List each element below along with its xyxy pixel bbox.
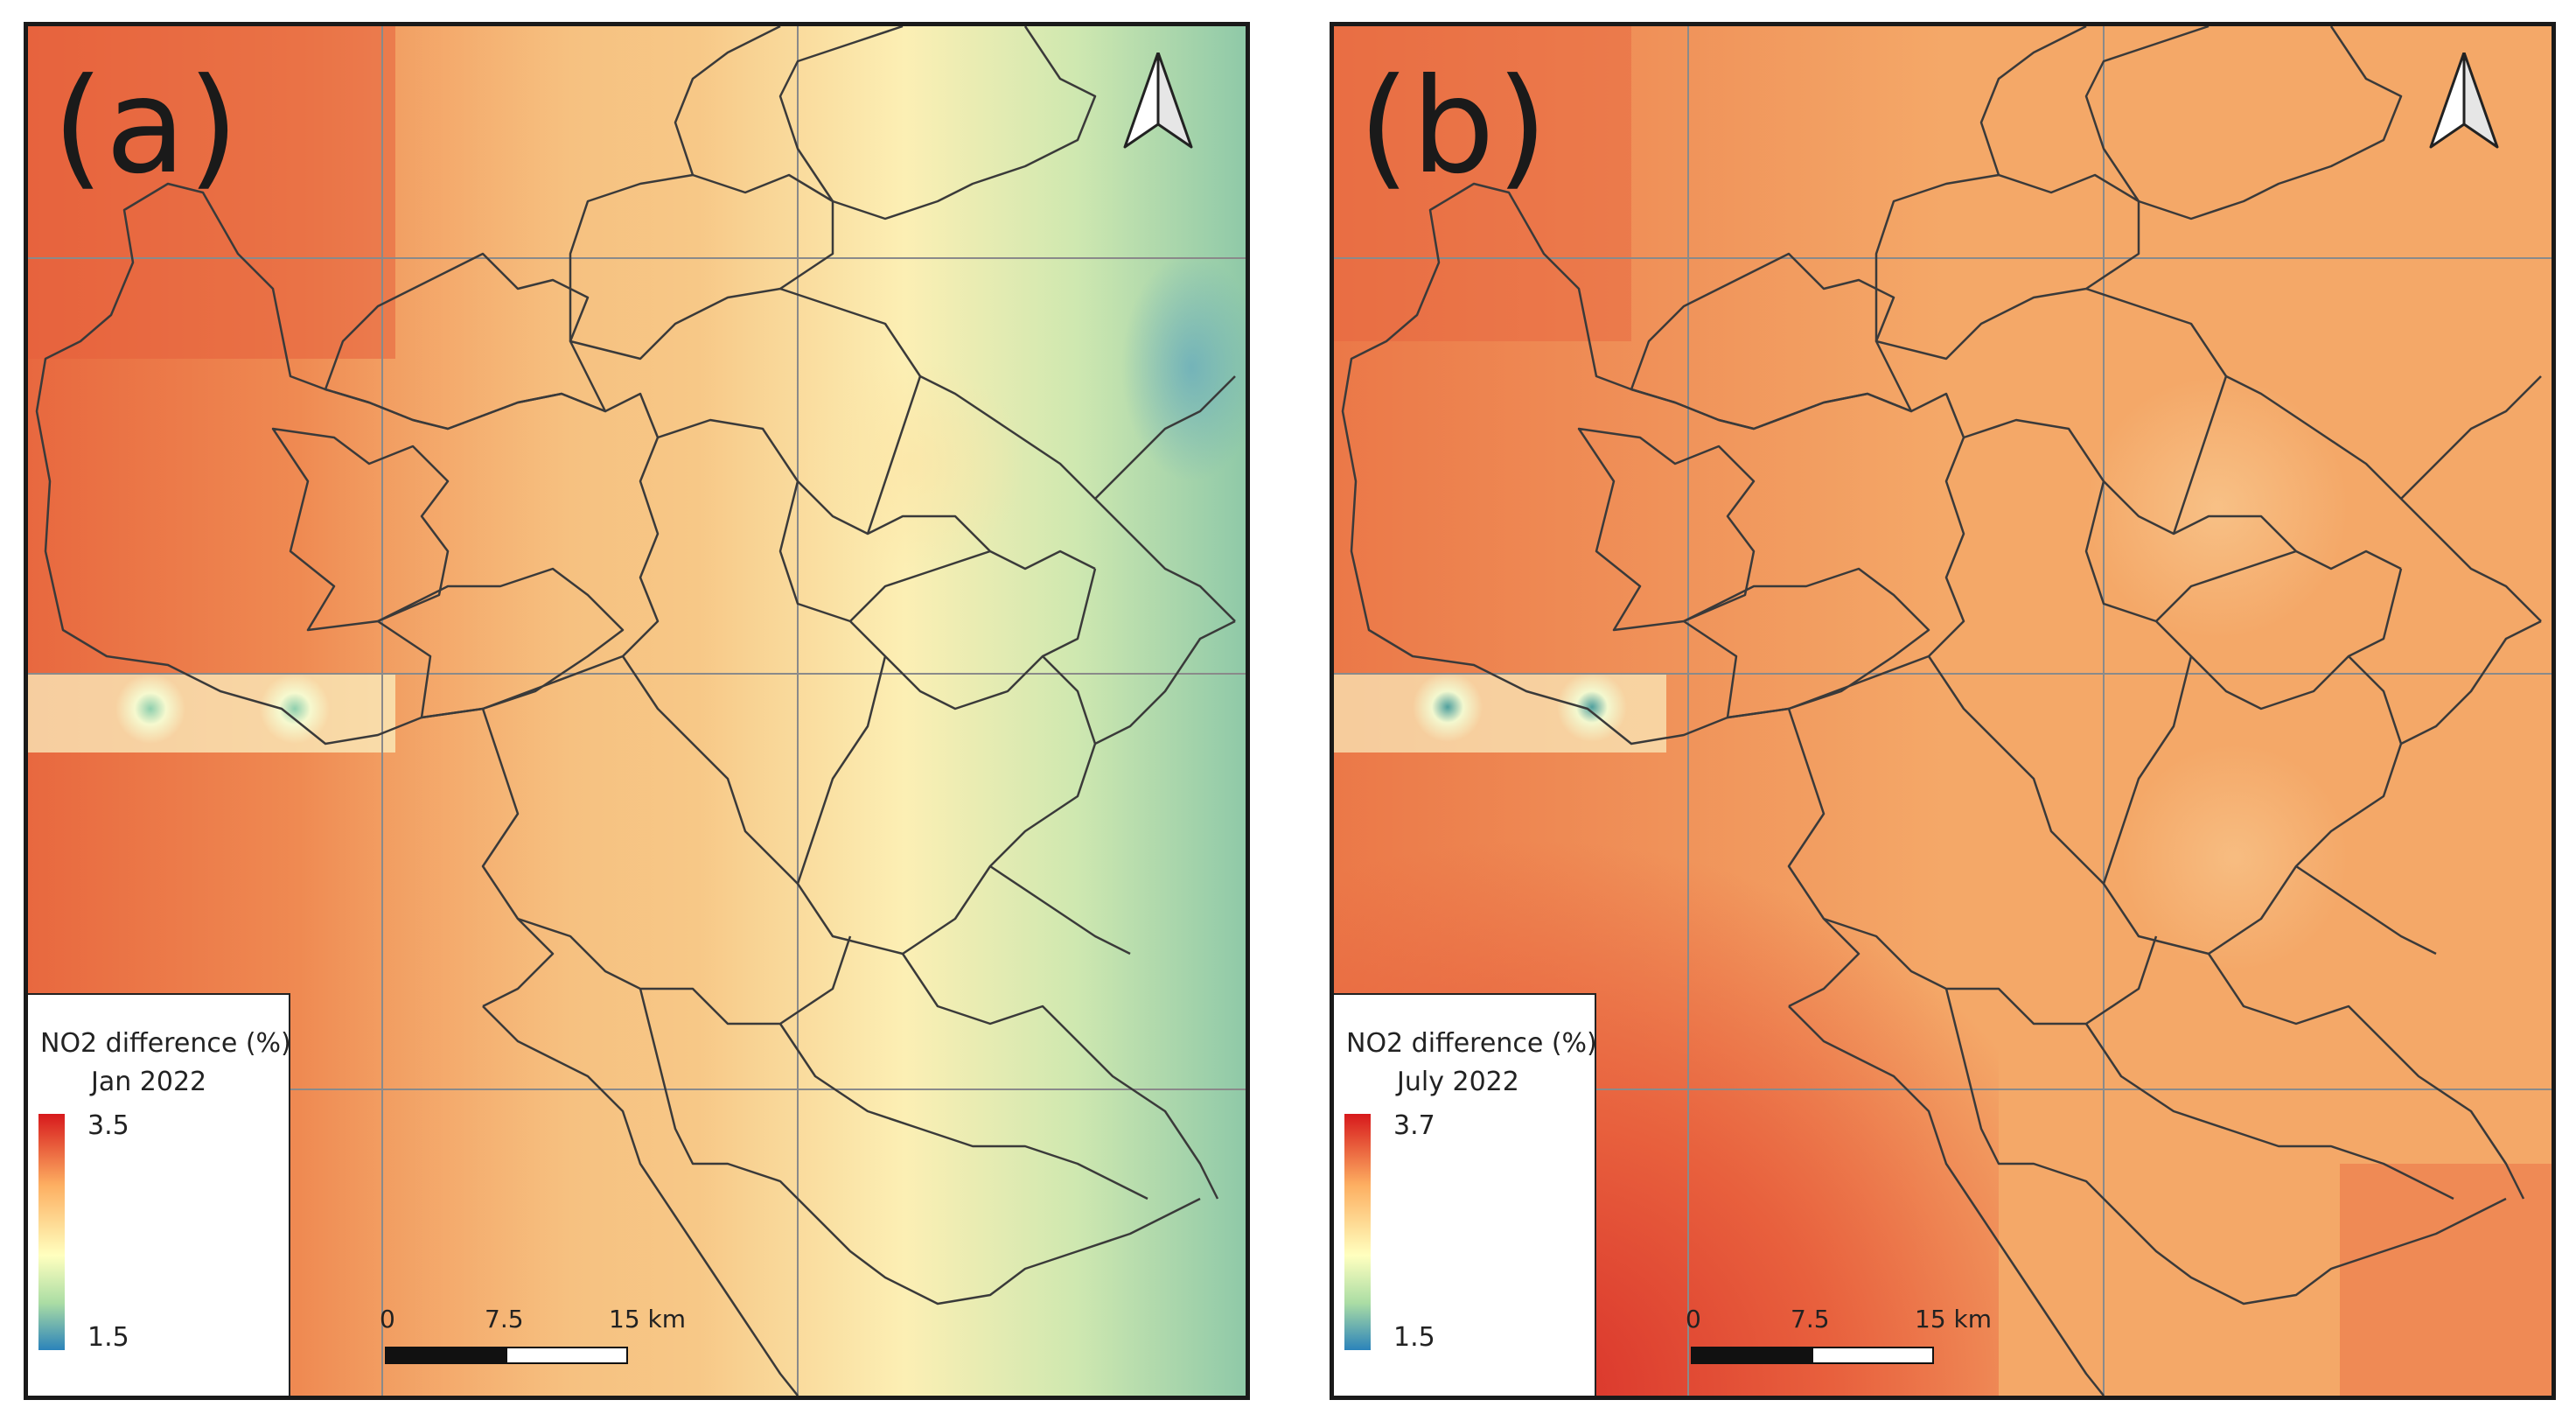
- legend-max-value: 3.7: [1393, 1110, 1435, 1141]
- legend-period: Jan 2022: [91, 1067, 207, 1097]
- scale-segment-black: [385, 1347, 507, 1364]
- legend-color-ramp: [1344, 1114, 1371, 1350]
- legend-max-value: 3.5: [87, 1110, 129, 1141]
- legend-period: July 2022: [1397, 1067, 1519, 1097]
- district-boundaries: [1341, 26, 2542, 1396]
- scale-tick: 15 km: [609, 1305, 687, 1334]
- scale-tick: 0: [380, 1305, 395, 1334]
- legend-title: NO2 difference (%): [40, 1028, 291, 1059]
- legend-min-value: 1.5: [87, 1322, 129, 1353]
- north-arrow-icon: [1123, 52, 1193, 149]
- district-boundaries: [35, 26, 1236, 1396]
- legend-title: NO2 difference (%): [1346, 1028, 1597, 1059]
- graticule: [28, 26, 1246, 1396]
- scale-tick: 15 km: [1915, 1305, 1993, 1334]
- legend-min-value: 1.5: [1393, 1322, 1435, 1353]
- no2-map-january: [28, 26, 1246, 1396]
- scale-tick: 7.5: [1791, 1305, 1830, 1334]
- scale-segment-black: [1691, 1347, 1813, 1364]
- scale-tick: 7.5: [485, 1305, 524, 1334]
- legend-color-ramp: [38, 1114, 65, 1350]
- scale-bar: 0 7.5 15 km: [1686, 1305, 1992, 1383]
- map-panel-b: (b) NO2 difference (%) July 2022 3.7 1.5…: [1330, 22, 2556, 1400]
- scale-segment-white: [506, 1347, 628, 1364]
- scale-bar: 0 7.5 15 km: [380, 1305, 686, 1383]
- north-arrow-icon: [2429, 52, 2499, 149]
- map-panel-a: (a) NO2 difference (%) Jan 2022 3.5 1.5 …: [24, 22, 1250, 1400]
- scale-tick: 0: [1686, 1305, 1701, 1334]
- panel-label: (a): [52, 51, 241, 203]
- scale-segment-white: [1812, 1347, 1934, 1364]
- panel-label: (b): [1358, 51, 1550, 203]
- legend: NO2 difference (%) July 2022 3.7 1.5: [1334, 993, 1597, 1396]
- legend: NO2 difference (%) Jan 2022 3.5 1.5: [28, 993, 291, 1396]
